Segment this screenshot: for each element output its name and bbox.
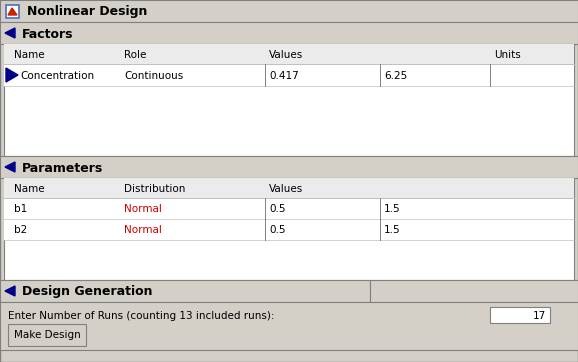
Bar xyxy=(490,307,550,323)
Bar xyxy=(4,219,574,240)
Text: Role: Role xyxy=(124,50,146,60)
Bar xyxy=(4,44,574,156)
Bar xyxy=(0,156,578,178)
Text: Make Design: Make Design xyxy=(14,330,80,340)
Bar xyxy=(4,44,574,64)
Polygon shape xyxy=(6,68,18,82)
Bar xyxy=(370,280,578,302)
Bar xyxy=(0,280,370,302)
Text: Units: Units xyxy=(494,50,521,60)
Text: Enter Number of Runs (counting 13 included runs):: Enter Number of Runs (counting 13 includ… xyxy=(8,311,275,321)
Text: Factors: Factors xyxy=(22,28,73,41)
Text: Name: Name xyxy=(14,184,45,194)
Text: Nonlinear Design: Nonlinear Design xyxy=(27,5,147,18)
Polygon shape xyxy=(5,162,15,172)
Text: Normal: Normal xyxy=(124,225,162,235)
Text: Values: Values xyxy=(269,50,303,60)
Bar xyxy=(4,198,574,219)
Text: Distribution: Distribution xyxy=(124,184,186,194)
Polygon shape xyxy=(5,286,15,296)
Bar xyxy=(4,178,574,280)
Text: 17: 17 xyxy=(533,311,546,321)
Bar xyxy=(0,302,578,350)
Bar xyxy=(4,64,574,86)
Bar xyxy=(0,22,578,44)
Text: 0.5: 0.5 xyxy=(269,225,286,235)
Text: 1.5: 1.5 xyxy=(384,204,401,214)
Text: Design Generation: Design Generation xyxy=(22,286,153,299)
Bar xyxy=(4,178,574,198)
Text: Values: Values xyxy=(269,184,303,194)
Polygon shape xyxy=(8,8,17,15)
Text: 6.25: 6.25 xyxy=(384,71,407,81)
Text: 1.5: 1.5 xyxy=(384,225,401,235)
Bar xyxy=(8,324,86,346)
Text: Continuous: Continuous xyxy=(124,71,183,81)
Text: 0.5: 0.5 xyxy=(269,204,286,214)
Text: Parameters: Parameters xyxy=(22,161,103,174)
Text: 0.417: 0.417 xyxy=(269,71,299,81)
Text: Name: Name xyxy=(14,50,45,60)
Text: b1: b1 xyxy=(14,204,27,214)
Text: Normal: Normal xyxy=(124,204,162,214)
Bar xyxy=(6,5,19,18)
Polygon shape xyxy=(5,28,15,38)
Text: Concentration: Concentration xyxy=(20,71,94,81)
Text: b2: b2 xyxy=(14,225,27,235)
Bar xyxy=(0,0,578,22)
